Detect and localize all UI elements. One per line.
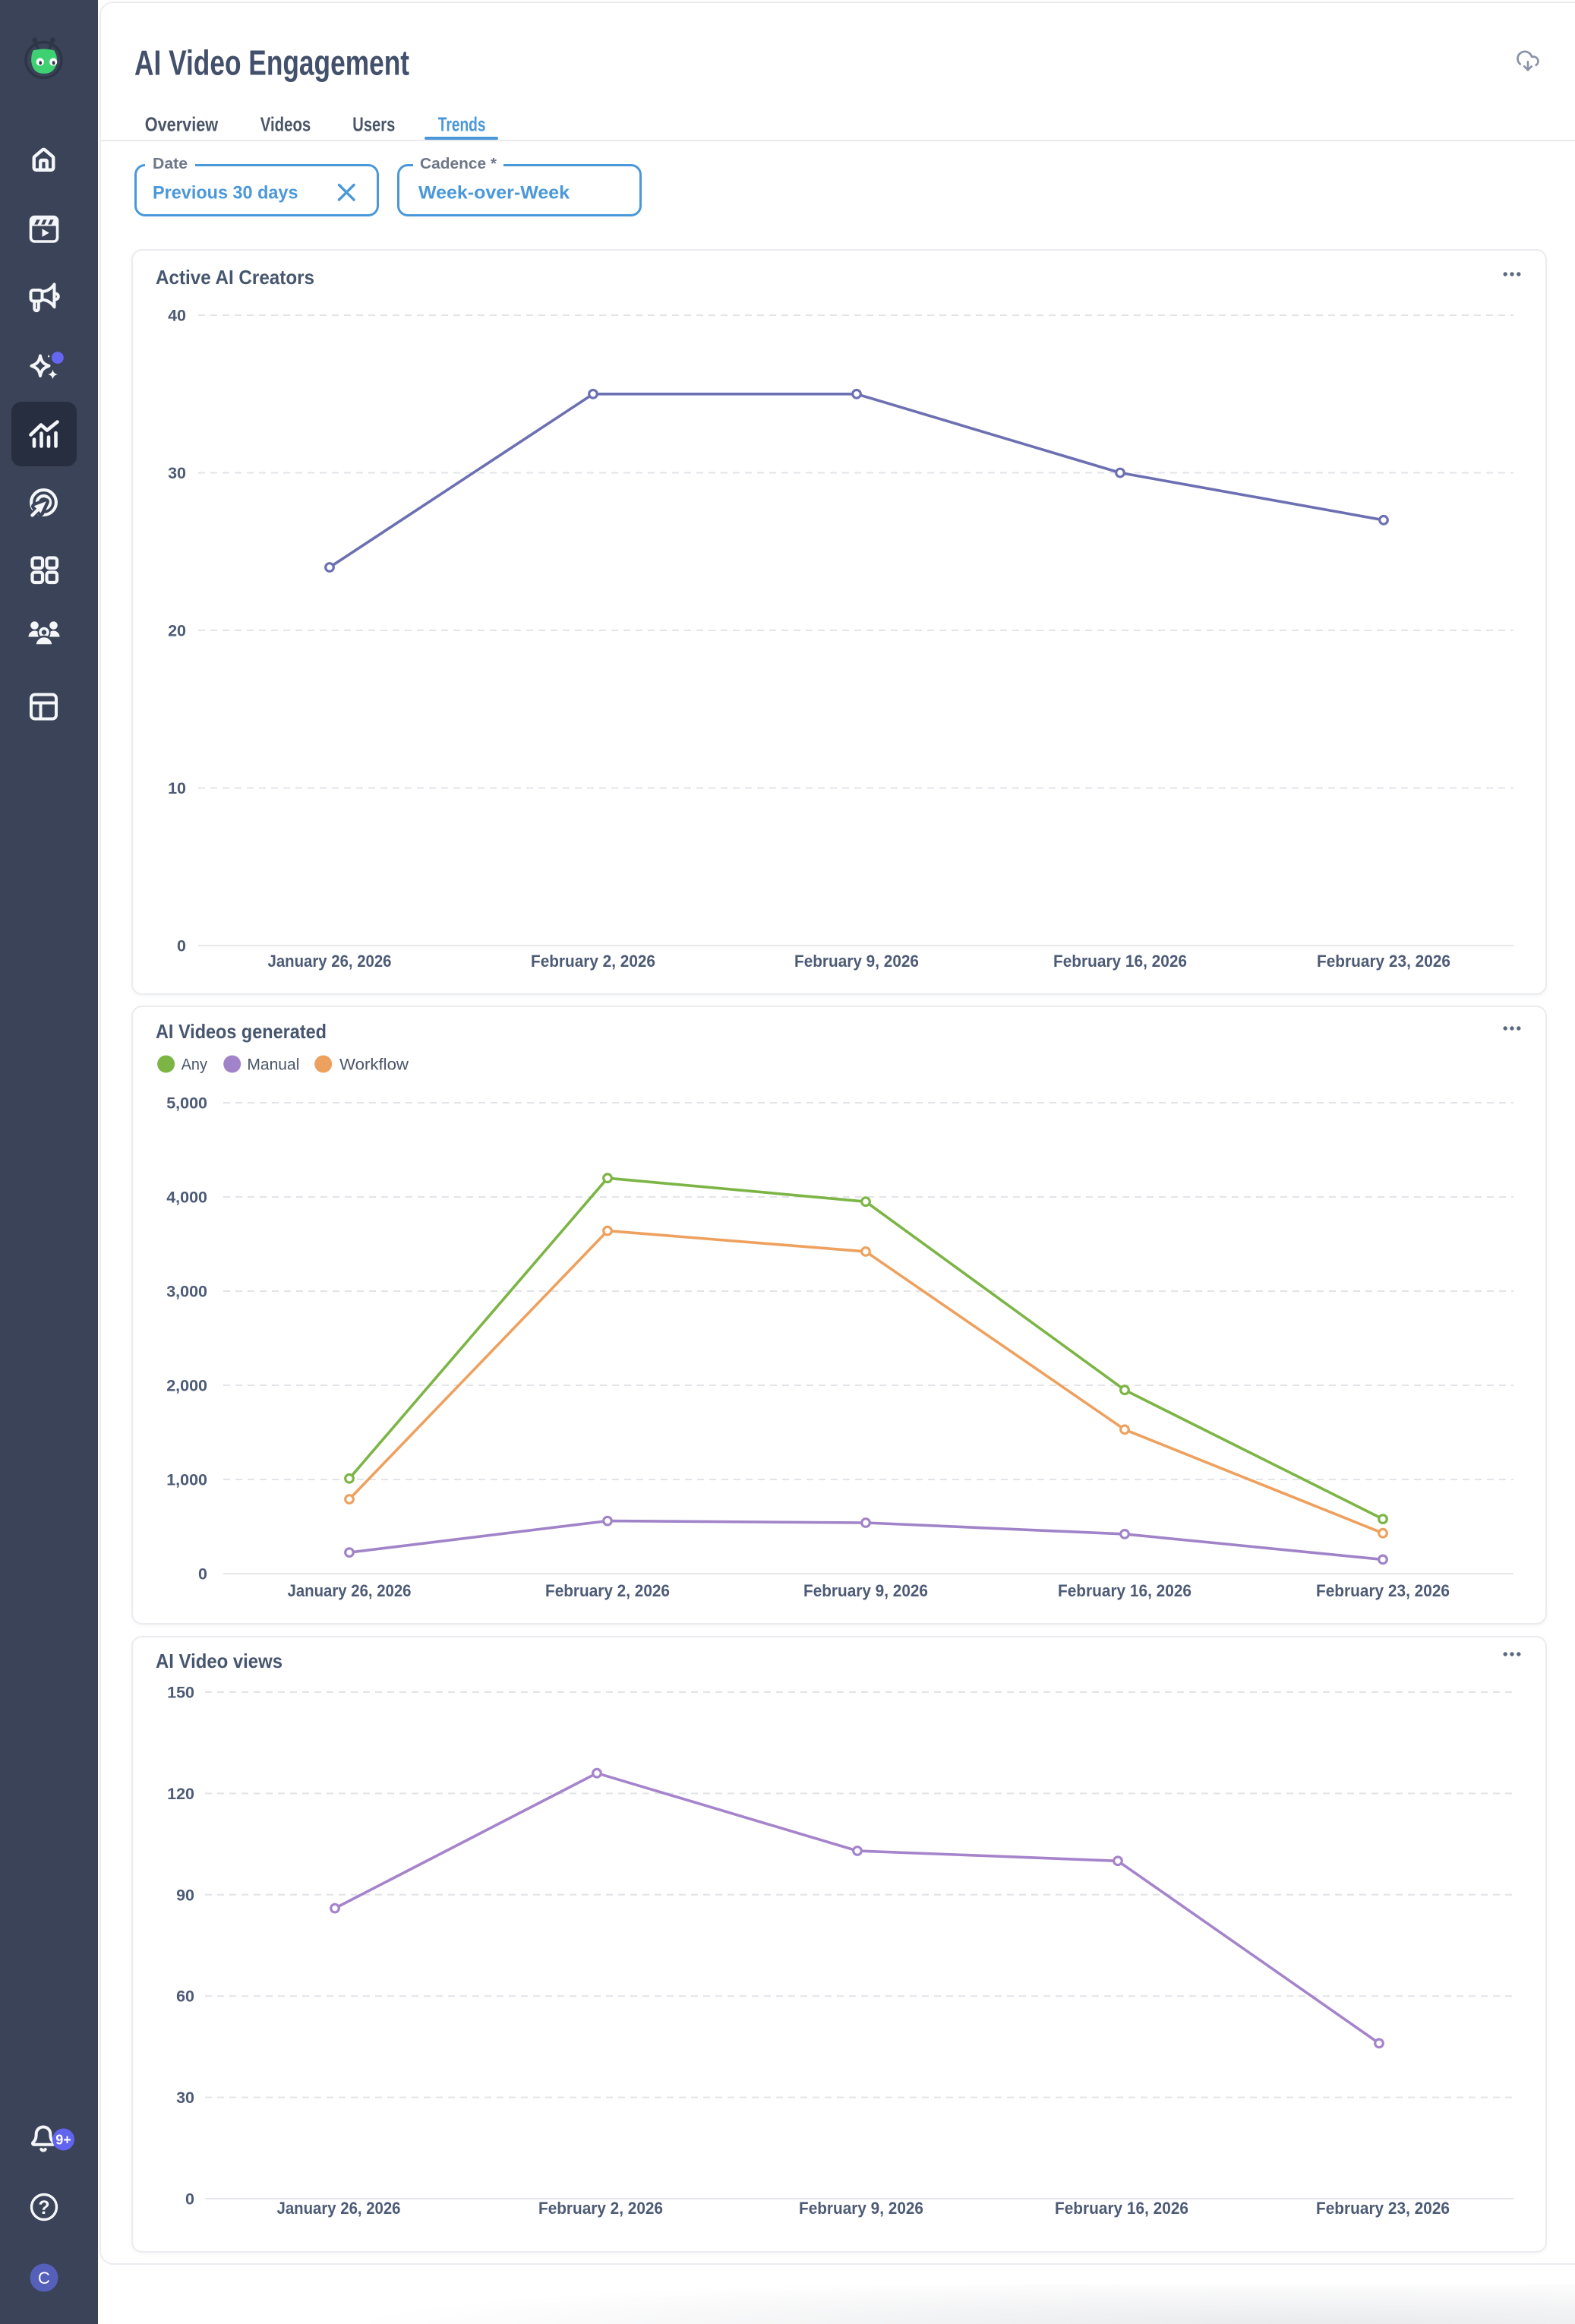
svg-text:120: 120 (167, 1785, 194, 1803)
svg-text:60: 60 (176, 1988, 194, 2006)
svg-text:150: 150 (167, 1684, 194, 1702)
svg-text:Any: Any (181, 1056, 208, 1074)
svg-text:Manual: Manual (247, 1056, 299, 1074)
svg-text:Week-over-Week: Week-over-Week (418, 183, 570, 204)
svg-text:AI Video views: AI Video views (156, 1650, 282, 1672)
svg-text:February 9, 2026: February 9, 2026 (803, 1581, 928, 1600)
svg-text:AI Videos generated: AI Videos generated (156, 1020, 327, 1043)
svg-text:5,000: 5,000 (166, 1094, 207, 1113)
svg-text:February 16, 2026: February 16, 2026 (1053, 952, 1187, 971)
svg-text:February 16, 2026: February 16, 2026 (1055, 2199, 1188, 2218)
svg-text:90: 90 (176, 1886, 194, 1904)
svg-text:February 2, 2026: February 2, 2026 (538, 2199, 663, 2218)
svg-text:?: ? (38, 2197, 49, 2218)
svg-text:February 9, 2026: February 9, 2026 (799, 2199, 923, 2218)
svg-text:February 9, 2026: February 9, 2026 (794, 952, 919, 971)
svg-text:January 26, 2026: January 26, 2026 (288, 1581, 412, 1600)
svg-text:Trends: Trends (438, 113, 486, 136)
svg-text:C: C (38, 2269, 50, 2288)
svg-text:4,000: 4,000 (166, 1189, 207, 1207)
svg-text:Previous 30 days: Previous 30 days (153, 183, 298, 204)
svg-text:February 16, 2026: February 16, 2026 (1058, 1581, 1192, 1600)
svg-text:2,000: 2,000 (166, 1377, 207, 1395)
svg-text:20: 20 (168, 622, 186, 640)
svg-text:January 26, 2026: January 26, 2026 (277, 2199, 401, 2218)
svg-text:AI Video Engagement: AI Video Engagement (134, 43, 409, 83)
svg-text:9+: 9+ (55, 2133, 71, 2148)
svg-text:10: 10 (168, 779, 186, 797)
svg-text:February 23, 2026: February 23, 2026 (1317, 952, 1450, 971)
svg-text:January 26, 2026: January 26, 2026 (268, 952, 392, 971)
svg-text:Users: Users (352, 113, 395, 136)
svg-text:Active AI Creators: Active AI Creators (156, 266, 314, 289)
svg-text:0: 0 (177, 937, 186, 955)
svg-text:Date: Date (153, 156, 188, 172)
svg-text:30: 30 (168, 464, 186, 482)
svg-text:Overview: Overview (145, 113, 219, 136)
svg-text:0: 0 (198, 1565, 207, 1584)
svg-text:February 2, 2026: February 2, 2026 (545, 1581, 670, 1600)
svg-text:Workflow: Workflow (339, 1056, 409, 1074)
svg-text:0: 0 (185, 2190, 194, 2209)
svg-text:1,000: 1,000 (166, 1471, 207, 1489)
svg-text:February 23, 2026: February 23, 2026 (1316, 2199, 1450, 2218)
svg-text:40: 40 (168, 307, 186, 325)
svg-text:30: 30 (176, 2089, 194, 2107)
svg-text:Videos: Videos (260, 113, 311, 136)
svg-text:Cadence *: Cadence * (420, 156, 497, 172)
svg-text:February 2, 2026: February 2, 2026 (531, 952, 655, 971)
svg-text:February 23, 2026: February 23, 2026 (1316, 1581, 1450, 1600)
svg-text:3,000: 3,000 (166, 1283, 207, 1301)
